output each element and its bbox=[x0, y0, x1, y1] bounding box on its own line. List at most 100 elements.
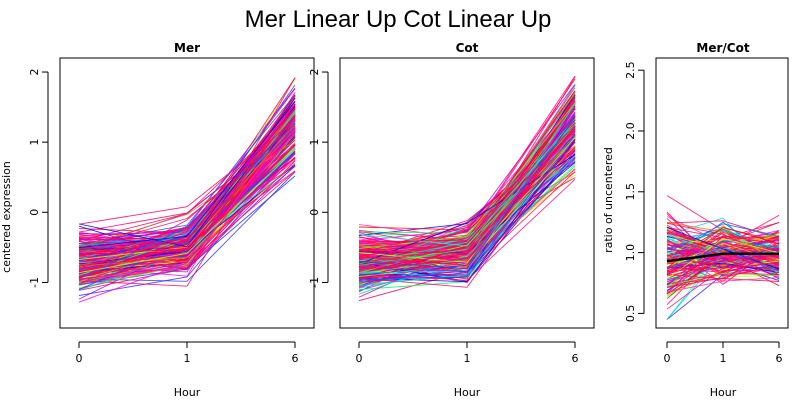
series-line bbox=[78, 145, 296, 245]
y-axis: -1 0 1 2 bbox=[308, 69, 329, 288]
series-line bbox=[666, 277, 780, 293]
series-line bbox=[78, 101, 296, 256]
series-line bbox=[358, 125, 576, 272]
series-line bbox=[78, 148, 296, 291]
y-tick-label: -1 bbox=[28, 277, 41, 288]
series-line bbox=[358, 103, 576, 274]
y-axis-label: ratio of uncentered bbox=[602, 147, 615, 253]
y-axis: 0.5 1.0 1.5 2.0 2.5 bbox=[624, 61, 645, 323]
plot-frame bbox=[59, 57, 315, 329]
series-line bbox=[78, 149, 296, 274]
series-line bbox=[358, 128, 576, 243]
series-line bbox=[666, 254, 780, 282]
y-tick-label: 0 bbox=[308, 209, 321, 216]
panel-title: Mer/Cot bbox=[696, 41, 749, 55]
series-line bbox=[358, 154, 576, 265]
series-line bbox=[358, 139, 576, 288]
series-line bbox=[666, 272, 780, 287]
series-line bbox=[78, 108, 296, 256]
x-axis: 0 1 6 bbox=[356, 341, 579, 365]
series-line bbox=[666, 253, 780, 288]
series-line bbox=[666, 263, 780, 320]
series-line bbox=[78, 164, 296, 265]
x-tick-label: 6 bbox=[292, 352, 299, 365]
x-axis: 0 1 6 bbox=[664, 341, 783, 365]
series-line bbox=[78, 101, 296, 281]
series-line bbox=[358, 134, 576, 281]
panel-cot: Cot 0 1 6 -1 0 1 2 Hour bbox=[308, 41, 595, 399]
series-line bbox=[666, 223, 780, 254]
series-line bbox=[358, 146, 576, 263]
plot-frame bbox=[655, 57, 789, 329]
y-tick-label: 1.5 bbox=[624, 183, 637, 201]
series-lines bbox=[78, 77, 296, 303]
y-tick-label: 2.0 bbox=[624, 122, 637, 140]
series-line bbox=[666, 227, 780, 269]
series-line bbox=[666, 221, 780, 262]
panel-mer-cot-ratio: Mer/Cot 0 1 6 0.5 1.0 1.5 2.0 2.5 Hour ratio o… bbox=[602, 41, 789, 399]
panel-title: Mer bbox=[174, 41, 200, 55]
series-line bbox=[358, 129, 576, 286]
y-tick-label: 1.0 bbox=[624, 244, 637, 262]
series-lines bbox=[358, 75, 576, 302]
series-line bbox=[358, 121, 576, 265]
series-line bbox=[666, 238, 780, 280]
y-tick-label: 1 bbox=[28, 139, 41, 146]
series-line bbox=[666, 256, 780, 275]
series-line bbox=[358, 126, 576, 267]
series-line bbox=[358, 133, 576, 270]
series-line bbox=[666, 247, 780, 273]
plot-frame bbox=[339, 57, 595, 329]
series-line bbox=[78, 126, 296, 280]
series-line bbox=[358, 168, 576, 268]
y-tick-label: 0.5 bbox=[624, 305, 637, 323]
series-line bbox=[666, 220, 780, 240]
series-line bbox=[666, 262, 780, 269]
series-line bbox=[78, 119, 296, 264]
x-axis: 0 1 6 bbox=[76, 341, 299, 365]
series-line bbox=[78, 162, 296, 267]
y-axis-label: centered expression bbox=[0, 161, 13, 273]
x-axis-label: Hour bbox=[710, 386, 737, 399]
series-line bbox=[666, 255, 780, 289]
series-line bbox=[358, 178, 576, 281]
series-line bbox=[78, 107, 296, 255]
x-tick-label: 1 bbox=[464, 352, 471, 365]
y-tick-label: -1 bbox=[308, 277, 321, 288]
mean-line bbox=[666, 252, 779, 263]
series-line bbox=[666, 247, 780, 280]
x-tick-label: 0 bbox=[356, 352, 363, 365]
series-line bbox=[78, 122, 296, 280]
x-tick-label: 1 bbox=[184, 352, 191, 365]
series-line bbox=[78, 156, 296, 252]
series-line bbox=[78, 101, 296, 249]
series-line bbox=[358, 106, 576, 255]
main-title: Mer Linear Up Cot Linear Up bbox=[245, 6, 552, 33]
series-line bbox=[78, 108, 296, 241]
x-tick-label: 6 bbox=[572, 352, 579, 365]
x-tick-label: 0 bbox=[664, 352, 671, 365]
y-axis: -1 0 1 2 bbox=[28, 69, 49, 288]
series-line bbox=[358, 125, 576, 266]
series-line bbox=[78, 119, 296, 281]
x-tick-label: 6 bbox=[776, 352, 783, 365]
y-tick-label: 1 bbox=[308, 139, 321, 146]
series-line bbox=[78, 124, 296, 280]
y-tick-label: 2.5 bbox=[624, 61, 637, 79]
x-axis-label: Hour bbox=[454, 386, 481, 399]
y-tick-label: 0 bbox=[28, 209, 41, 216]
series-line bbox=[358, 157, 576, 281]
y-tick-label: 2 bbox=[308, 69, 321, 76]
x-axis-label: Hour bbox=[174, 386, 201, 399]
series-line bbox=[358, 118, 576, 247]
x-tick-label: 1 bbox=[720, 352, 727, 365]
series-line bbox=[358, 116, 576, 269]
series-line bbox=[78, 130, 296, 303]
panel-title: Cot bbox=[456, 41, 479, 55]
series-lines bbox=[666, 195, 780, 320]
y-tick-label: 2 bbox=[28, 69, 41, 76]
x-tick-label: 0 bbox=[76, 352, 83, 365]
panel-mer: Mer 0 1 6 -1 0 1 2 Hour centered expression bbox=[0, 41, 315, 399]
series-line bbox=[358, 137, 576, 263]
